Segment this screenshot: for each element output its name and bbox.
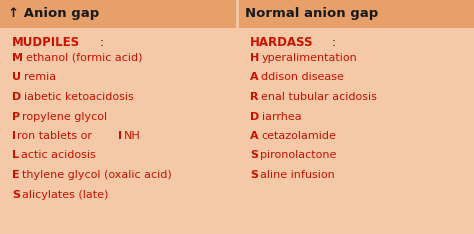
Text: aline infusion: aline infusion — [260, 170, 335, 180]
Text: L: L — [12, 150, 19, 161]
Text: MUDPILES: MUDPILES — [12, 36, 80, 48]
Text: iabetic ketoacidosis: iabetic ketoacidosis — [24, 92, 134, 102]
FancyBboxPatch shape — [0, 0, 237, 28]
FancyBboxPatch shape — [237, 0, 474, 28]
Text: A: A — [250, 131, 259, 141]
Text: HARDASS: HARDASS — [250, 36, 313, 48]
Text: alicylates (late): alicylates (late) — [22, 190, 109, 200]
Text: S: S — [250, 150, 258, 161]
Text: remia: remia — [24, 73, 56, 83]
Text: ethanol (formic acid): ethanol (formic acid) — [26, 53, 143, 63]
Text: :: : — [332, 36, 336, 48]
Text: thylene glycol (oxalic acid): thylene glycol (oxalic acid) — [22, 170, 172, 180]
Text: D: D — [12, 92, 21, 102]
Text: P: P — [12, 111, 20, 121]
Text: cetazolamide: cetazolamide — [261, 131, 336, 141]
Text: H: H — [250, 53, 259, 63]
Text: R: R — [250, 92, 258, 102]
Text: iarrhea: iarrhea — [262, 111, 301, 121]
Text: enal tubular acidosis: enal tubular acidosis — [261, 92, 377, 102]
Text: E: E — [12, 170, 19, 180]
Text: :: : — [100, 36, 104, 48]
Text: M: M — [12, 53, 23, 63]
Text: NH: NH — [124, 131, 140, 141]
Text: S: S — [12, 190, 20, 200]
Text: S: S — [250, 170, 258, 180]
Text: I: I — [118, 131, 122, 141]
Text: actic acidosis: actic acidosis — [21, 150, 96, 161]
Text: Normal anion gap: Normal anion gap — [245, 7, 378, 21]
Text: U: U — [12, 73, 21, 83]
Text: ropylene glycol: ropylene glycol — [22, 111, 108, 121]
Text: ron tablets or: ron tablets or — [17, 131, 96, 141]
Text: ddison disease: ddison disease — [261, 73, 344, 83]
Text: ↑ Anion gap: ↑ Anion gap — [8, 7, 99, 21]
Text: D: D — [250, 111, 259, 121]
Text: I: I — [12, 131, 16, 141]
Text: yperalimentation: yperalimentation — [262, 53, 358, 63]
Text: A: A — [250, 73, 259, 83]
Text: pironolactone: pironolactone — [260, 150, 337, 161]
